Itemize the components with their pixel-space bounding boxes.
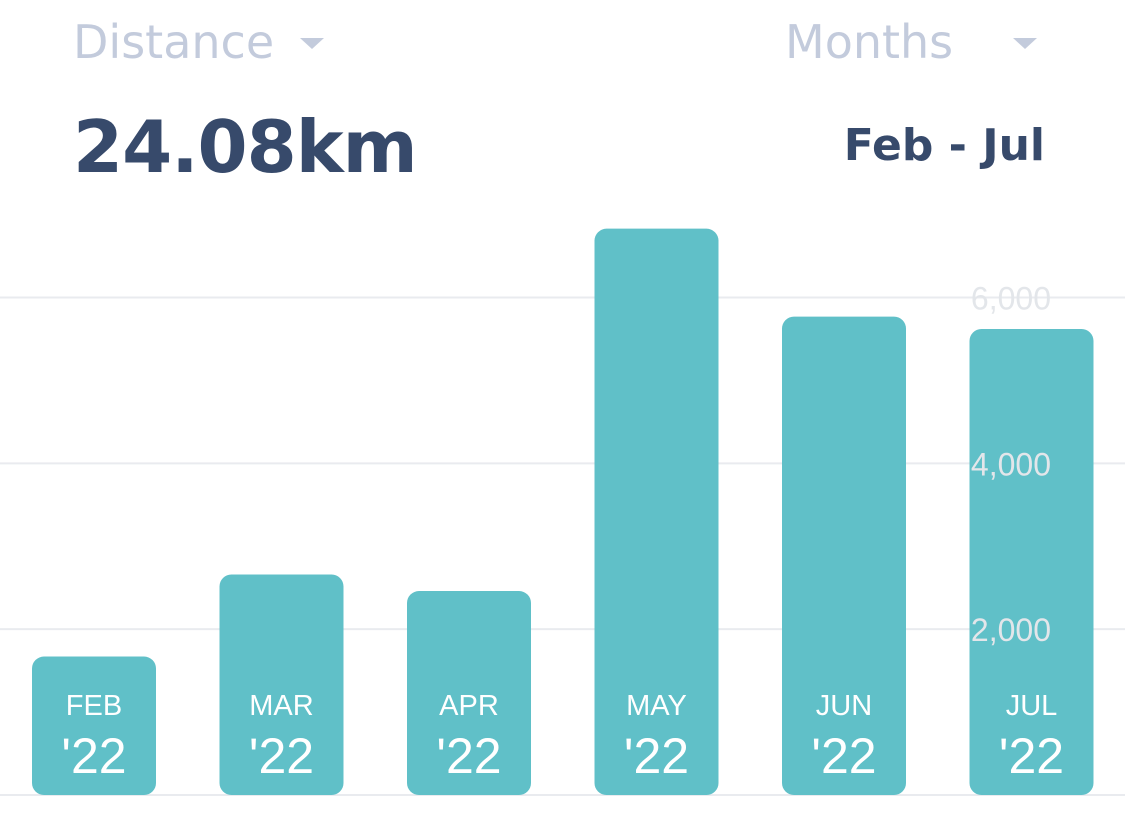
bar-may (594, 228, 719, 795)
y-tick-label: 6,000 (971, 281, 1051, 317)
y-tick-label: 2,000 (971, 612, 1051, 648)
x-tick-sublabel: '22 (811, 728, 876, 784)
bar-jun (782, 316, 906, 795)
period-dropdown[interactable]: Months (785, 14, 1038, 70)
x-tick-label: APR (439, 690, 499, 722)
x-tick-label: JUN (816, 690, 872, 722)
bar-apr (407, 591, 531, 795)
total-distance: 24.08km (73, 105, 418, 189)
bar-feb (32, 656, 156, 795)
x-tick-label: JUL (1006, 690, 1058, 722)
x-tick-sublabel: '22 (61, 728, 126, 784)
metric-dropdown-label: Distance (73, 15, 275, 69)
metric-dropdown[interactable]: Distance (73, 14, 325, 70)
chevron-down-icon (300, 37, 325, 49)
chevron-down-icon (1013, 37, 1038, 49)
y-tick-label: 4,000 (971, 446, 1051, 482)
x-tick-label: MAR (249, 690, 313, 722)
period-dropdown-label: Months (785, 15, 954, 69)
x-tick-sublabel: '22 (436, 728, 501, 784)
x-tick-sublabel: '22 (624, 728, 689, 784)
x-tick-label: MAY (626, 690, 687, 722)
bar-mar (219, 574, 344, 795)
date-range: Feb - Jul (843, 120, 1045, 171)
x-tick-sublabel: '22 (249, 728, 314, 784)
x-tick-sublabel: '22 (999, 728, 1064, 784)
x-tick-label: FEB (66, 690, 122, 722)
bar-jul (969, 329, 1094, 795)
